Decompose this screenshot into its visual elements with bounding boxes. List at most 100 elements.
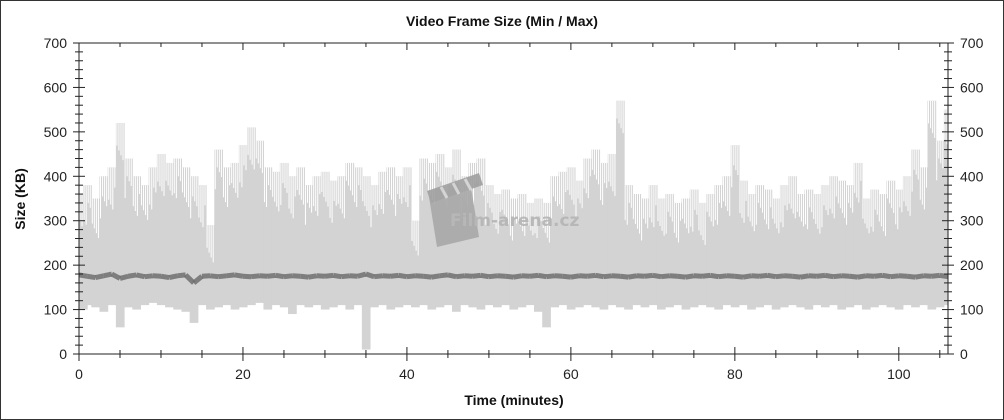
- average-line-segment: [423, 273, 432, 280]
- min-max-range-bar: [173, 158, 182, 310]
- min-max-range-bar: [378, 171, 387, 306]
- min-max-range-bar: [656, 198, 666, 310]
- average-line-segment: [488, 273, 498, 280]
- average-line-segment: [390, 272, 399, 279]
- min-max-range-bar: [238, 145, 248, 308]
- min-max-range-bar: [222, 167, 232, 306]
- y-tick-label-right: 400: [960, 168, 984, 184]
- min-max-range-bar: [279, 162, 289, 308]
- min-max-range-bar: [230, 162, 240, 310]
- min-max-range-bar: [370, 185, 379, 308]
- min-max-range-bar: [591, 149, 601, 308]
- min-max-range-bar: [755, 185, 765, 308]
- min-max-range-bar: [460, 176, 469, 306]
- min-max-range-bar: [722, 176, 732, 306]
- average-line-segment: [135, 272, 146, 280]
- min-max-range-bar: [329, 180, 338, 308]
- average-line-segment: [767, 272, 777, 280]
- min-max-range-bar: [697, 202, 707, 306]
- min-max-range-bar: [714, 185, 724, 310]
- average-line-segment: [341, 273, 350, 280]
- min-max-range-bar: [197, 185, 207, 306]
- clapperboard-icon: [427, 173, 483, 247]
- min-max-range-bar: [648, 185, 658, 306]
- y-tick-label-right: 500: [960, 124, 984, 140]
- min-max-range-bar: [288, 176, 297, 315]
- min-max-range-bar: [796, 194, 806, 308]
- min-max-range-bar: [706, 194, 715, 308]
- min-max-range-bar: [189, 176, 199, 323]
- average-line-segment: [373, 273, 383, 280]
- min-max-range-bar: [386, 167, 396, 310]
- min-max-range-bar: [574, 180, 584, 308]
- min-max-range-bar: [181, 167, 191, 312]
- average-line-segment: [209, 273, 219, 280]
- average-line-segment: [127, 272, 137, 279]
- min-max-range-bar: [738, 180, 748, 306]
- min-max-range-bar: [156, 154, 166, 306]
- average-line-segment: [406, 273, 416, 280]
- average-line-segment: [472, 272, 481, 279]
- min-max-range-bar: [255, 140, 264, 303]
- min-max-range-bar: [607, 154, 617, 306]
- average-line-segment: [300, 273, 309, 280]
- watermark: Film-arena.cz: [427, 173, 580, 247]
- min-max-range-bar: [271, 171, 281, 306]
- x-tick-label: 0: [75, 366, 83, 382]
- average-line-segment: [587, 272, 596, 279]
- x-tick-label: 60: [563, 366, 579, 382]
- min-max-range-bar: [140, 185, 150, 306]
- y-tick-label: 600: [44, 79, 68, 95]
- min-max-range-bar: [419, 158, 428, 306]
- min-max-range-bar: [263, 167, 273, 310]
- min-max-range-bar: [533, 198, 543, 312]
- average-line-segment: [800, 273, 810, 280]
- x-tick-label: 80: [727, 366, 743, 382]
- x-axis-label: Time (minutes): [464, 392, 563, 408]
- average-line-segment: [455, 273, 465, 280]
- average-line-segment: [627, 273, 637, 280]
- min-max-range-bar: [763, 189, 773, 306]
- min-max-range-bar: [829, 176, 838, 306]
- average-line-segment: [701, 272, 711, 279]
- average-line-segment: [873, 272, 883, 279]
- min-max-range-bar: [632, 194, 642, 306]
- average-line-segment: [275, 272, 285, 280]
- min-max-range-bar: [304, 185, 314, 308]
- average-line-segment: [742, 273, 752, 280]
- average-line-segment: [267, 272, 277, 279]
- average-line-segment: [529, 272, 539, 279]
- min-max-range-bar: [911, 149, 920, 308]
- average-line-segment: [570, 273, 580, 280]
- min-max-range-bar: [820, 185, 830, 308]
- min-max-range-bar: [837, 180, 847, 310]
- min-max-range-bar: [615, 100, 625, 308]
- min-max-range-bar: [550, 176, 560, 308]
- average-line-segment: [226, 272, 236, 279]
- average-line-segment: [595, 272, 605, 280]
- min-max-range-bar: [247, 127, 256, 306]
- min-max-range-bar: [624, 185, 633, 310]
- y-tick-label: 300: [44, 213, 68, 229]
- min-max-range-bar: [99, 176, 109, 312]
- min-max-range-bar: [689, 189, 699, 308]
- average-line-segment: [513, 273, 523, 280]
- min-max-range-bar: [337, 176, 346, 306]
- min-max-range-bar: [148, 167, 158, 303]
- average-line-segment: [603, 273, 613, 280]
- min-max-range-bar: [878, 194, 888, 306]
- min-max-range-bar: [870, 189, 879, 308]
- average-line-segment: [78, 272, 88, 279]
- min-max-range-bar: [115, 122, 125, 328]
- min-max-range-bar: [312, 176, 322, 306]
- y-tick-label: 100: [44, 302, 68, 318]
- min-max-range-bar: [206, 225, 215, 310]
- min-max-range-bar: [132, 176, 141, 310]
- min-max-range-bar: [542, 202, 551, 328]
- y-tick-label-right: 600: [960, 79, 984, 95]
- min-max-range-bar: [583, 158, 592, 306]
- average-line-segment: [332, 272, 342, 280]
- min-max-range-bar: [599, 162, 609, 310]
- average-line-segment: [857, 273, 867, 280]
- min-max-range-bar: [845, 185, 855, 308]
